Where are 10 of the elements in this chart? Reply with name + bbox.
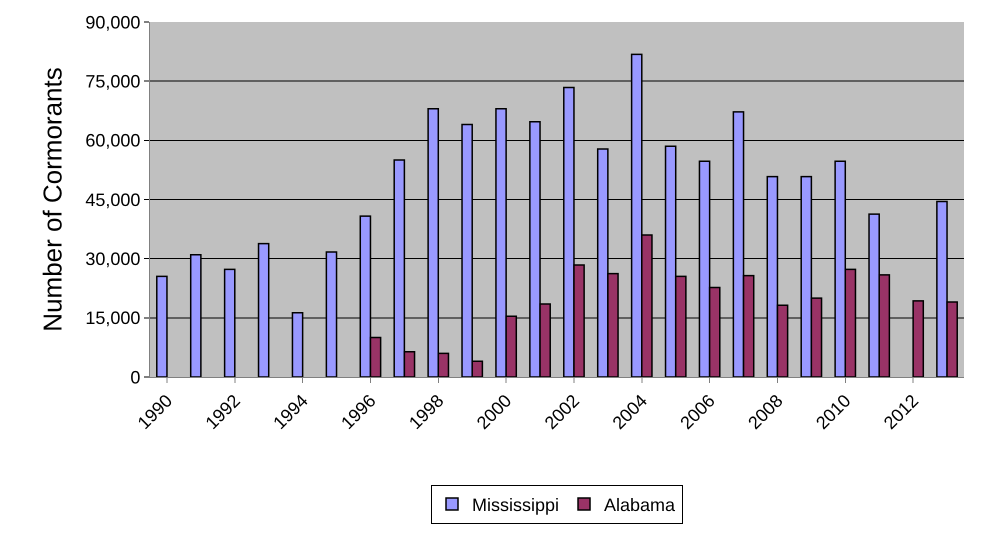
legend-label: Mississippi (472, 495, 560, 516)
y-tick-label: 75,000 (85, 71, 140, 92)
y-tick-label: 30,000 (85, 248, 140, 269)
y-tick-label: 60,000 (85, 130, 140, 151)
y-tick-label: 90,000 (85, 12, 140, 32)
y-tick-label: 15,000 (85, 308, 140, 328)
y-tick-label: 45,000 (85, 190, 140, 210)
legend-label: Alabama (604, 495, 676, 516)
y-axis-title: Number of Cormorants (38, 67, 68, 332)
y-tick-label: 0 (130, 367, 140, 388)
